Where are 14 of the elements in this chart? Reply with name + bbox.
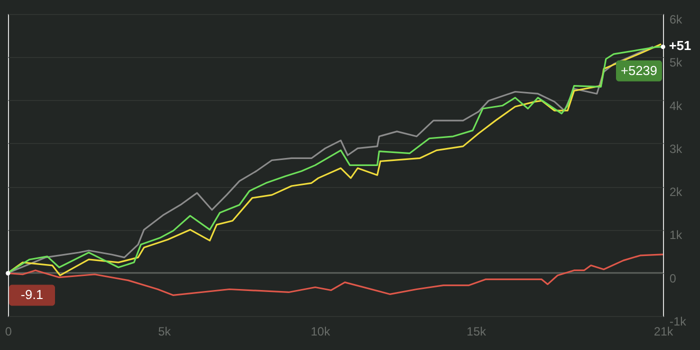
x-tick-label: 5k — [158, 324, 172, 338]
y-tick-label: 4k — [670, 98, 684, 113]
x-tick-label: 0 — [5, 324, 12, 338]
y-tick-label: 3k — [670, 142, 684, 156]
y-tick-label: 5k — [670, 56, 684, 70]
x-tick-label: 15k — [466, 324, 488, 338]
x-tick-label: 10k — [310, 324, 332, 338]
y-tick-label: 6k — [670, 12, 684, 26]
y-tick-label: 1k — [670, 228, 684, 242]
annotation: +5239 — [620, 62, 658, 78]
y-tick-label: 0 — [670, 271, 676, 286]
text: +51 — [669, 38, 692, 53]
y-tick-label: 2k — [670, 185, 684, 200]
annotation: -9.1 — [20, 287, 44, 302]
